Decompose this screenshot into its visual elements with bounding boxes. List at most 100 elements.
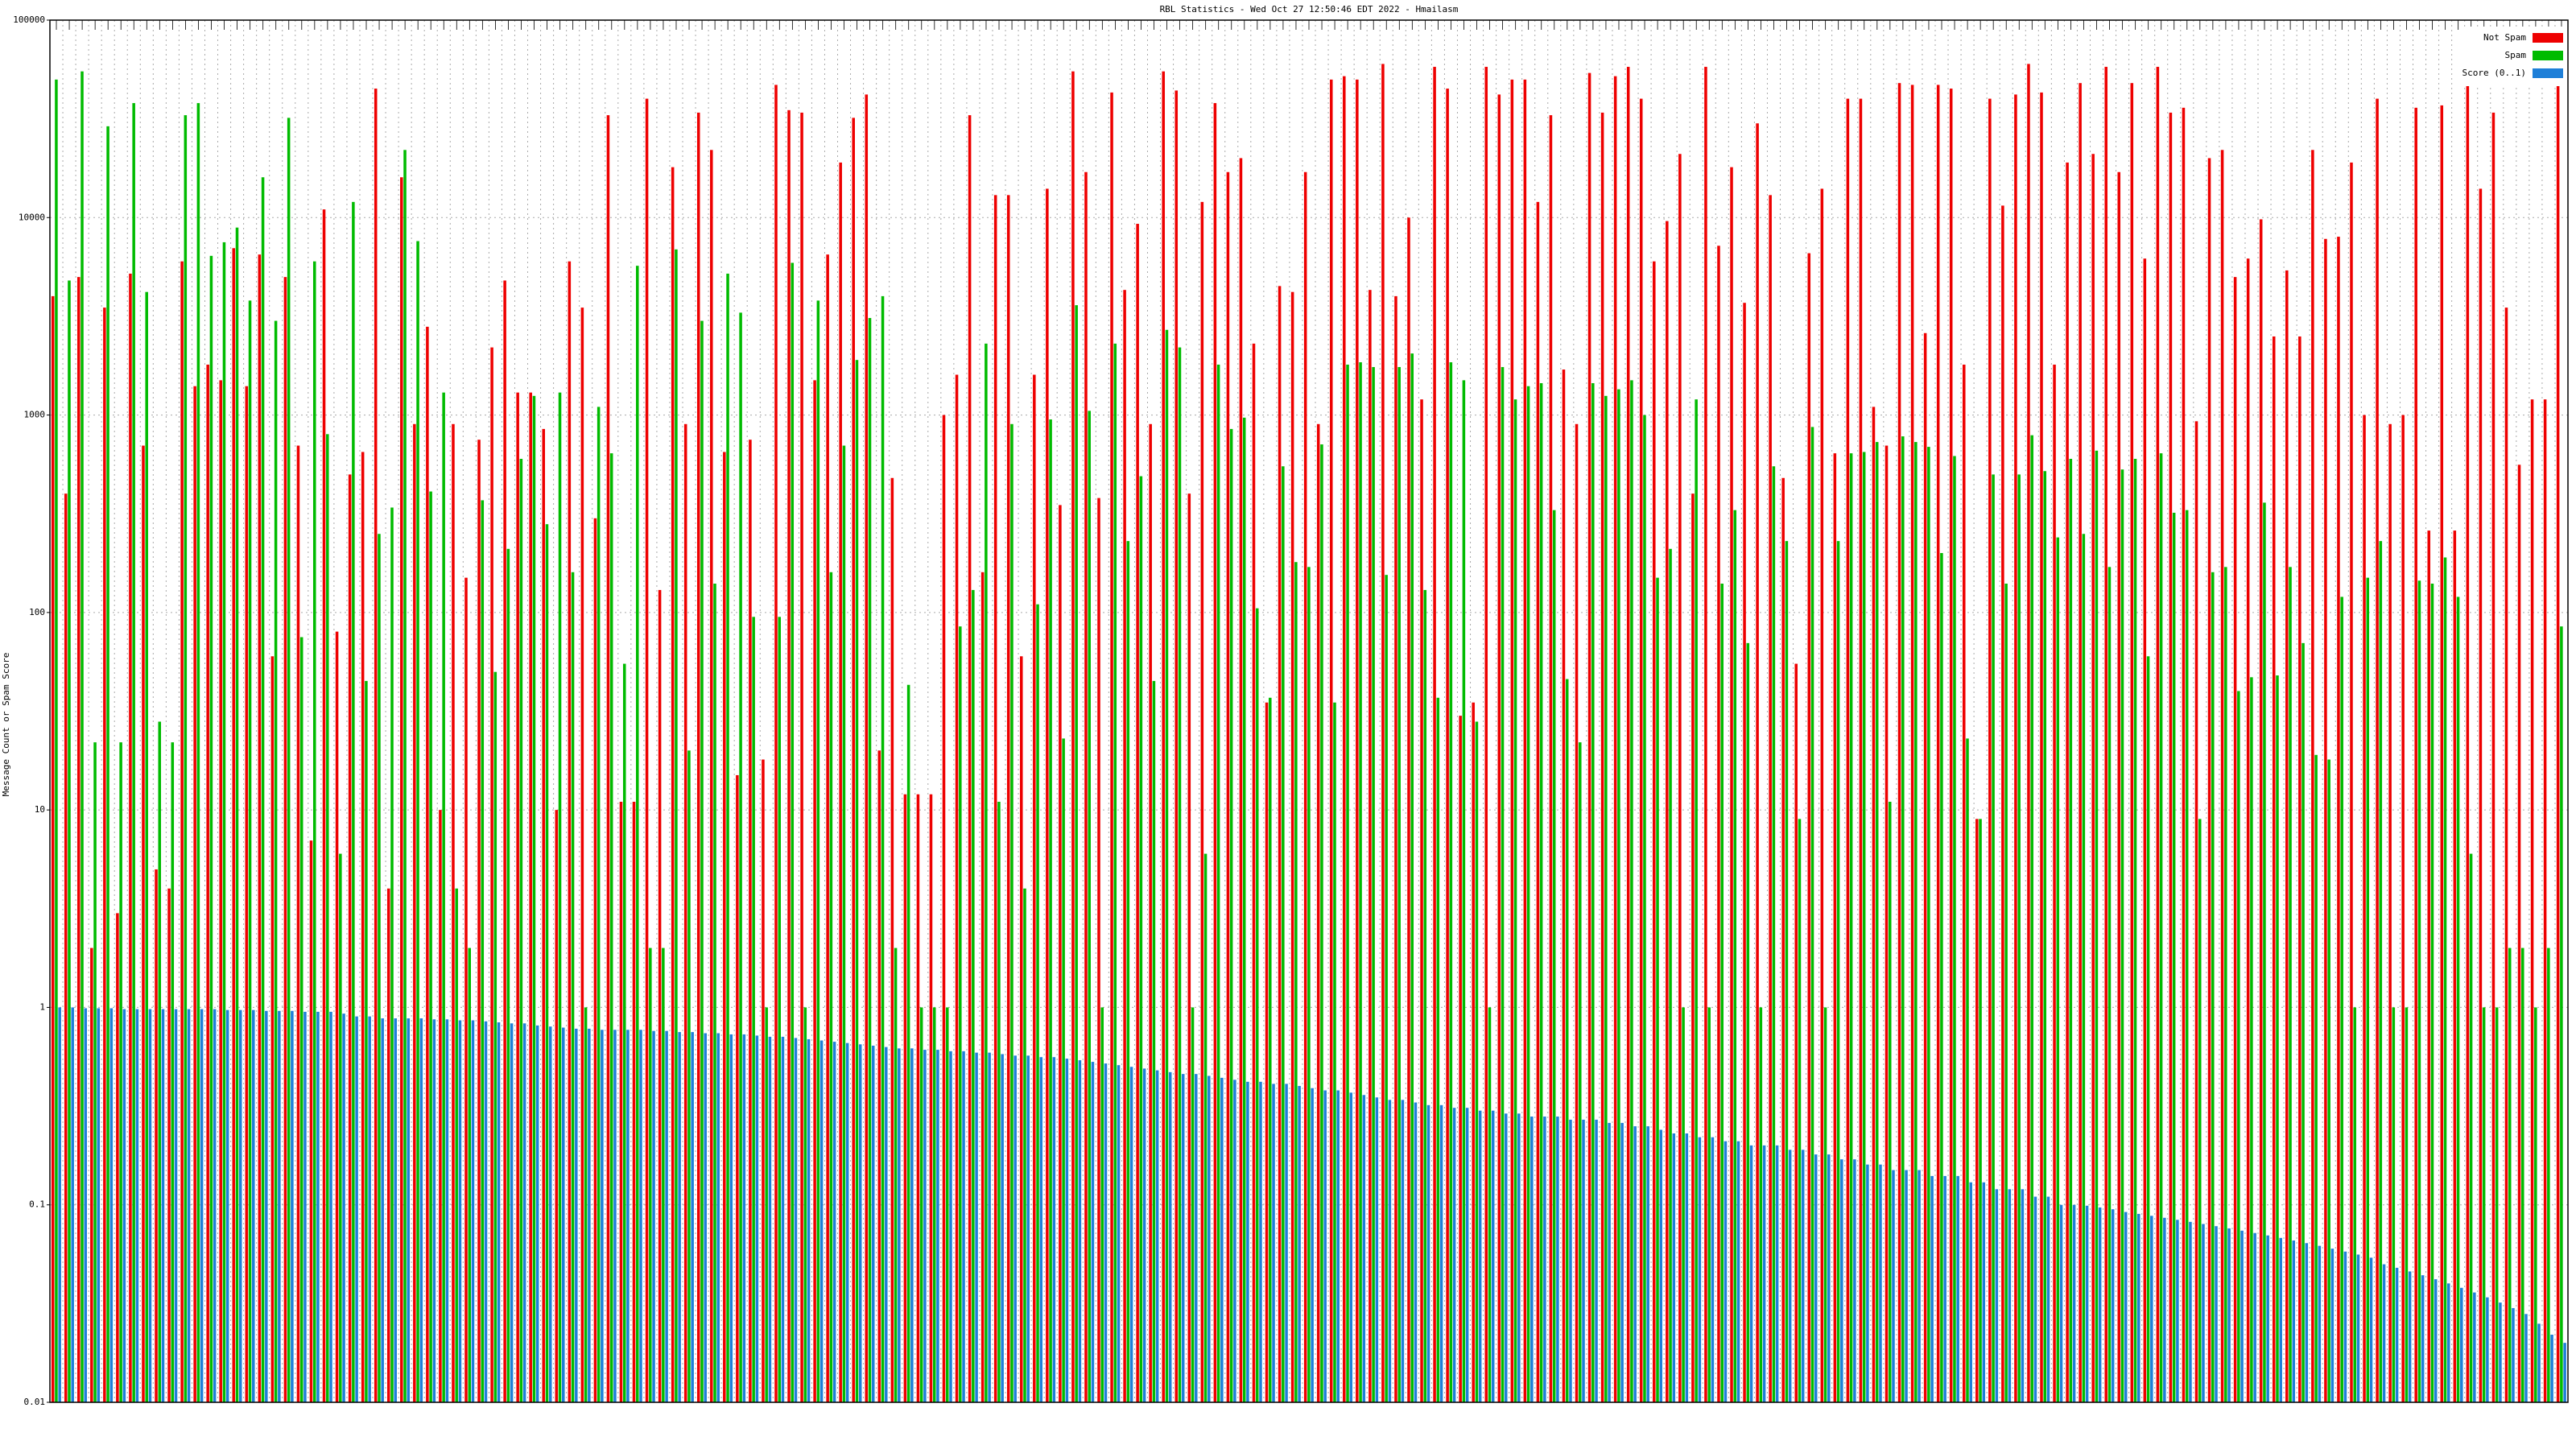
bar [278,1010,281,1402]
bar [1513,399,1517,1402]
bar [2401,415,2405,1402]
bar [2456,597,2460,1402]
bar [1195,1074,1198,1402]
bar [2189,1221,2192,1402]
bar [1995,1189,1999,1402]
bar [832,1042,836,1402]
bar [1918,1170,1921,1402]
bar [1155,1070,1159,1402]
bar [1033,374,1036,1403]
bar [261,177,265,1402]
bar [1091,1062,1095,1402]
bar [219,380,222,1402]
bar [2069,458,2073,1402]
bar [765,1007,768,1402]
bar [1381,64,1385,1402]
bar [803,1007,807,1402]
bar [807,1038,811,1402]
bar [855,360,859,1402]
y-tick-label: 1000 [24,410,46,420]
bar [571,572,575,1402]
bar [1320,444,1323,1402]
bar [158,721,162,1402]
bar [829,572,833,1402]
bar [1407,217,1410,1403]
bar [632,801,636,1402]
bar [2473,1292,2476,1402]
bar [1062,738,1065,1402]
bar [1071,71,1075,1403]
bar [1142,1068,1146,1402]
bar [1862,452,1866,1402]
bar [1285,1084,1288,1402]
bar [1936,85,1940,1403]
bar [1736,1141,1740,1402]
bar [2337,237,2340,1402]
bar [1859,98,1863,1402]
bar [2095,450,2099,1402]
bar [1582,1119,1585,1402]
bar [945,1007,949,1402]
bar [71,1007,74,1402]
bar [1488,1007,1492,1402]
bar [1436,697,1440,1402]
bar [2504,308,2508,1402]
bar [1084,171,1088,1402]
bar [1523,79,1527,1402]
bar [2376,98,2379,1402]
bar [1491,1110,1495,1402]
bar [1259,1081,1262,1402]
bar [1104,1063,1108,1402]
bar [2382,1264,2386,1402]
bar [1853,1159,1856,1402]
bar [1608,1122,1611,1402]
bar [2440,105,2444,1403]
bar [322,209,326,1402]
bar [1892,1170,1895,1402]
bar [858,1044,862,1402]
bar [1229,428,1233,1402]
y-tick-label: 10 [35,804,45,815]
bar [1630,380,1633,1402]
bar [1449,362,1453,1402]
bar [1200,201,1204,1403]
bar [980,572,985,1402]
bar [2421,1275,2425,1402]
bar [2053,364,2056,1402]
bar [1685,1133,1689,1402]
bar [1724,1141,1728,1402]
bar [1010,423,1013,1402]
bar [1452,1108,1456,1402]
bar [403,150,407,1403]
bar [1226,171,1230,1402]
bar [235,227,239,1403]
bar [2305,1243,2309,1402]
bar [2408,1271,2412,1402]
bar [55,79,58,1402]
bar [1203,853,1208,1402]
bar [510,1023,514,1402]
bar [1543,1117,1546,1402]
bar [1368,290,1372,1402]
bar [464,577,468,1402]
bar [390,507,394,1403]
bar [2104,67,2107,1403]
bar [416,241,419,1402]
bar [949,1051,952,1402]
bar [1885,445,1889,1402]
bar [1162,71,1165,1403]
bar [1759,1007,1763,1402]
bar [2043,471,2047,1403]
bar [1052,1057,1056,1402]
bar [787,109,791,1402]
bar [2146,656,2150,1402]
bar [903,794,907,1402]
bar [1633,1126,1637,1402]
bar [2356,1254,2360,1402]
bar [477,440,481,1403]
bar [2176,1220,2179,1402]
bar [1730,167,1733,1402]
bar [142,445,145,1402]
bar [2111,1209,2115,1402]
bar [1152,680,1156,1402]
